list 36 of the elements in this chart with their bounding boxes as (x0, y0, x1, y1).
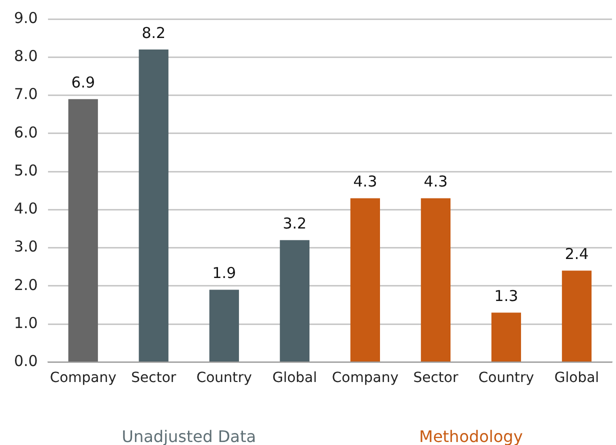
y-tick-label: 8.0 (14, 47, 38, 66)
bar (491, 312, 522, 362)
x-tick-label: Company (332, 370, 398, 386)
data-label: 2.4 (564, 245, 589, 264)
y-tick-label: 9.0 (14, 8, 38, 27)
bar (138, 50, 168, 362)
data-label: 1.9 (212, 264, 236, 282)
text: Unadjusted Data (122, 427, 256, 445)
y-tick-label: 7.0 (14, 85, 38, 104)
x-tick-label: Global (554, 370, 600, 386)
x-tick-label: Sector (413, 370, 458, 386)
data-label: 8.2 (142, 24, 166, 42)
data-label: 3.2 (282, 214, 307, 233)
data-label: 4.3 (353, 172, 378, 191)
y-tick-label: 5.0 (14, 161, 38, 180)
bar (420, 198, 451, 362)
data-label: 6.9 (71, 73, 96, 92)
y-tick-label: 0.0 (14, 352, 38, 370)
y-tick-label: 2.0 (14, 276, 38, 294)
text: Methodology (419, 427, 523, 445)
x-tick-label: Company (50, 370, 116, 386)
data-label: 4.3 (424, 172, 448, 191)
data-label: 1.3 (494, 287, 518, 306)
bar (209, 290, 239, 362)
bar (68, 99, 98, 362)
bar (350, 198, 380, 362)
y-tick-label: 3.0 (14, 238, 38, 256)
x-tick-label: Country (478, 370, 534, 386)
y-tick-label: 1.0 (14, 314, 38, 332)
x-tick-label: Sector (131, 370, 176, 386)
y-tick-label: 4.0 (14, 200, 38, 218)
bar (280, 240, 310, 362)
bar (562, 270, 592, 362)
x-tick-label: Global (272, 370, 318, 386)
x-tick-label: Country (196, 370, 252, 386)
y-tick-label: 6.0 (14, 123, 38, 142)
